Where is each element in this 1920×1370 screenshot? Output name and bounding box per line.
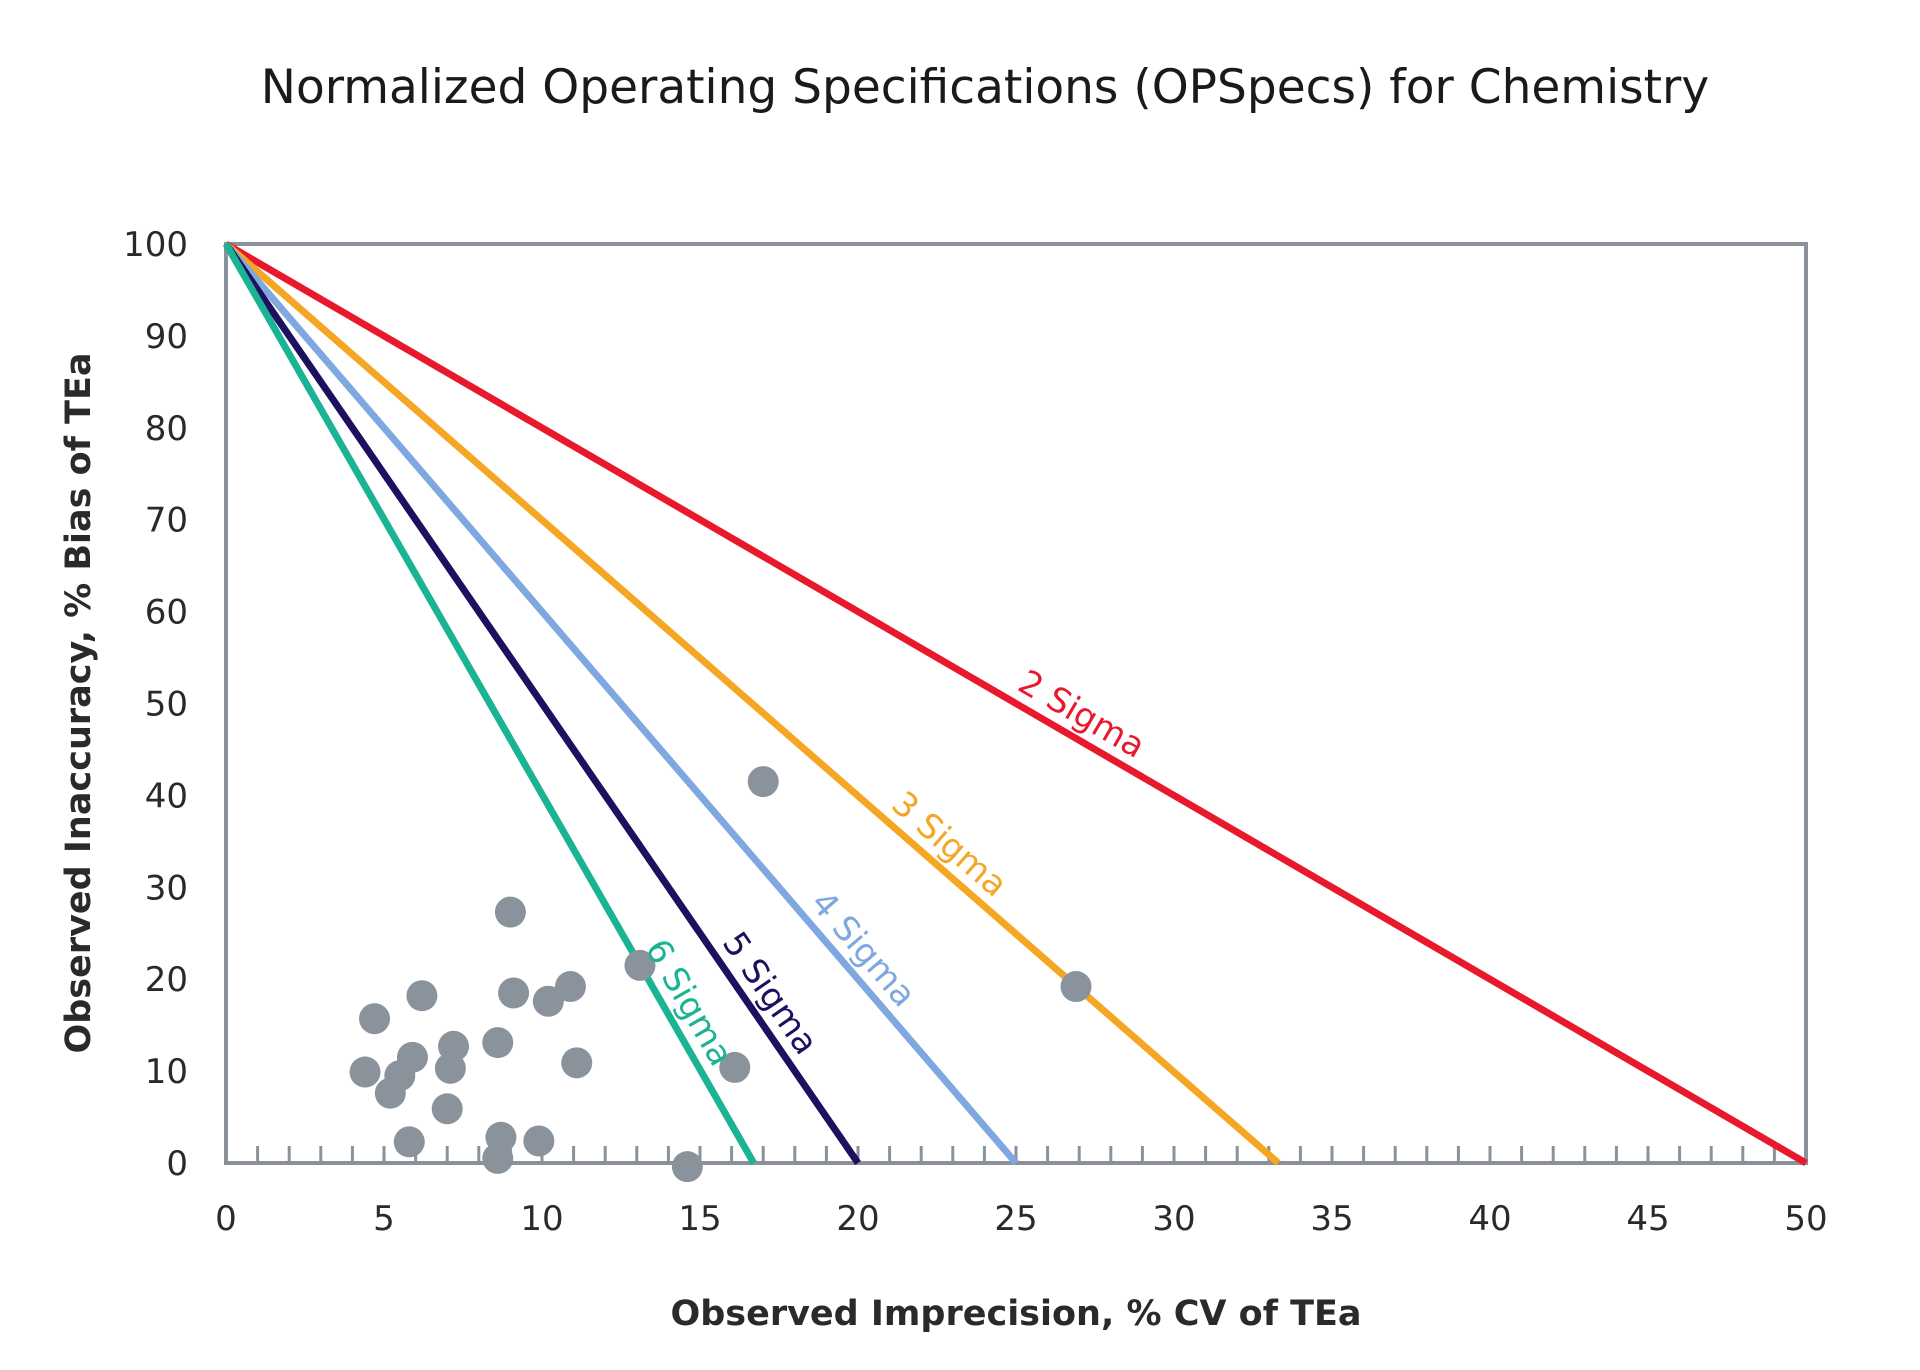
sigma-line [222,242,757,1165]
sigma-line-label: 4 Sigma [803,883,924,1014]
data-point [482,1142,514,1174]
y-tick-label: 0 [166,1144,188,1184]
y-tick-label: 100 [123,225,188,265]
data-point [719,1051,751,1083]
data-point [431,1093,463,1125]
x-tick-label: 20 [836,1199,879,1239]
data-point [359,1003,391,1035]
x-tick-label: 50 [1784,1199,1827,1239]
y-axis-label: Observed Inaccuracy, % Bias of TEa [59,352,99,1053]
x-tick-label: 15 [678,1199,721,1239]
data-point [393,1126,425,1158]
x-tick-label: 25 [994,1199,1037,1239]
y-tick-label: 90 [145,317,188,357]
x-tick-label: 40 [1468,1199,1511,1239]
data-point [523,1125,555,1157]
x-tick-label: 35 [1310,1199,1353,1239]
data-point [349,1056,381,1088]
sigma-line [223,241,1019,1166]
data-point [624,949,656,981]
data-point [498,977,530,1009]
y-tick-label: 60 [145,593,188,633]
x-tick-label: 0 [215,1199,237,1239]
y-tick-label: 70 [145,501,188,541]
y-tick-label: 30 [145,868,188,908]
data-point [532,985,564,1017]
x-axis-label: Observed Imprecision, % CV of TEa [670,1294,1361,1334]
x-tick-label: 5 [373,1199,395,1239]
data-point [374,1077,406,1109]
data-point [1060,971,1092,1003]
data-point [671,1151,703,1183]
data-point [482,1027,514,1059]
y-tick-label: 10 [145,1052,188,1092]
data-point [554,971,586,1003]
x-tick-label: 45 [1626,1199,1669,1239]
y-tick-label: 20 [145,960,188,1000]
sigma-line-label: 3 Sigma [884,784,1015,906]
plot-area: 0 5 10 15 20 25 30 35 40 45 50 0 10 20 30 40 50 60 70 80 90 1… [123,225,1828,1239]
data-point [406,980,438,1012]
sigma-line [223,241,1281,1166]
sigma-line [224,240,1808,1167]
x-tick-label: 10 [520,1199,563,1239]
data-point [494,896,526,928]
y-tick-label: 80 [145,409,188,449]
y-tick-label: 50 [145,685,188,725]
chart-title: Normalized Operating Specifications (OPS… [261,60,1709,115]
x-tick-label: 30 [1152,1199,1195,1239]
data-point [747,766,779,798]
data-point [561,1047,593,1079]
sigma-line [223,242,861,1165]
y-tick-label: 40 [145,776,188,816]
data-point [434,1052,466,1084]
